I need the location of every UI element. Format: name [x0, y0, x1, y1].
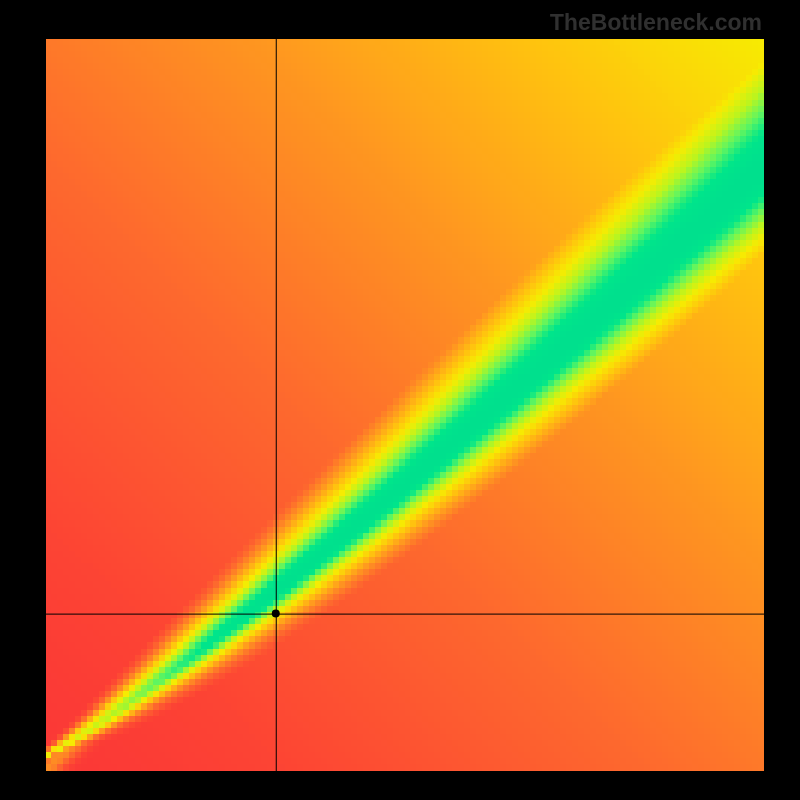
bottleneck-heatmap: [46, 39, 764, 771]
watermark-text: TheBottleneck.com: [550, 9, 762, 36]
